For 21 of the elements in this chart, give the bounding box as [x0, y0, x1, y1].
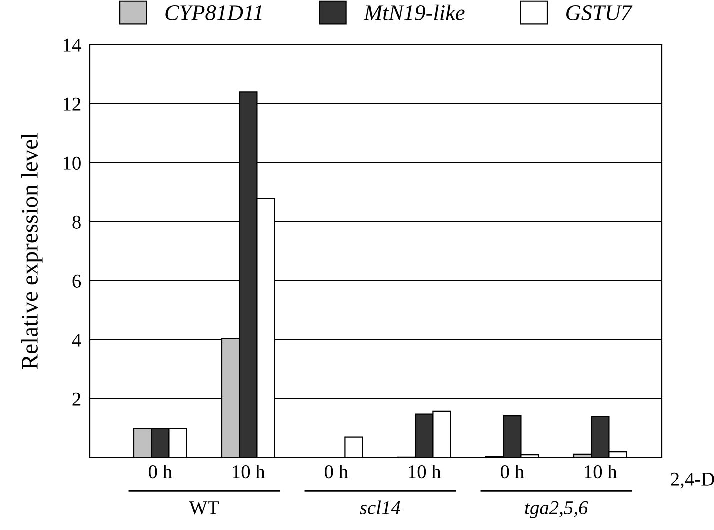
x-tick-label: 0 h: [324, 464, 348, 479]
y-tick-label: 10: [64, 156, 81, 170]
y-axis-title: Relative expression level: [21, 133, 43, 370]
x-tick-label: 0 h: [148, 464, 172, 479]
x-tick-label: 0 h: [500, 464, 524, 479]
text: 2,4-D: [671, 472, 714, 489]
y-tick-label: 2: [72, 392, 81, 406]
text: scl14: [360, 500, 400, 514]
y-tick-label: 6: [72, 274, 82, 288]
x-tick-label: 10 h: [585, 464, 618, 479]
legend-label: MtN19-like: [364, 4, 465, 20]
y-tick-label: 8: [72, 216, 81, 229]
text: tga2,5,6: [525, 501, 588, 518]
x-tick-label: 10 h: [409, 464, 442, 479]
legend-label: CYP81D11: [166, 5, 262, 20]
y-tick-label: 14: [64, 38, 82, 52]
y-tick-label: 4: [72, 334, 82, 347]
x-tick-label: 10 h: [233, 464, 266, 479]
text: WT: [189, 502, 220, 515]
legend-label: GSTU7: [566, 6, 633, 20]
y-tick-label: 12: [64, 98, 81, 111]
